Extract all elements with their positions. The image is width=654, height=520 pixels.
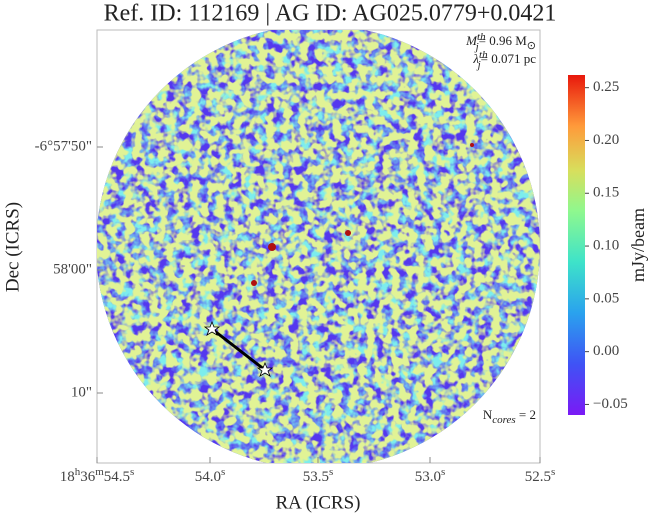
image [97, 30, 540, 463]
colorbar-tick-label: 0.15 [593, 185, 619, 201]
subscript: cores [492, 414, 515, 426]
subscript: j [474, 41, 479, 53]
colorbar-tick-label: 0.25 [593, 79, 619, 95]
colorbar-tick-label: −0.05 [593, 396, 628, 412]
annotation: Ncores = 2 [483, 407, 536, 426]
colorbar-tick-label: 0.10 [593, 237, 619, 253]
title: Ref. ID: 112169 | AG ID: AG025.0779+0.04… [104, 1, 557, 27]
tick-unit: s [130, 466, 134, 478]
tick-unit: s [221, 466, 225, 478]
x-axis-label: RA (ICRS) [276, 492, 361, 513]
tick-number: 18 [60, 469, 75, 485]
annotation: Mth j= 0.96 M⊙ [465, 31, 536, 53]
tick-unit: s [551, 466, 555, 478]
annotation: λth j= 0.071 pc [472, 49, 536, 71]
tick-number: 54.5 [104, 469, 130, 485]
x-tick-label: 54.0s [195, 466, 226, 486]
tick-number: 53.5 [303, 469, 329, 485]
colorbar [568, 75, 585, 415]
core-link [203, 320, 274, 377]
tick-unit: m [95, 466, 104, 478]
annotation-text: = 0.96 M [479, 33, 528, 48]
subscript: j [476, 59, 481, 71]
colorbar-tick-label: 0.20 [593, 132, 619, 148]
y-axis-label: Dec (ICRS) [2, 202, 23, 292]
symbol: λ [472, 51, 479, 66]
y-tick-label: -6°57'50" [35, 138, 92, 154]
superscript: th [479, 49, 488, 61]
tick-number: 52.5 [525, 469, 551, 485]
tick-number: 36 [80, 469, 96, 485]
symbol: M [465, 33, 478, 48]
y-tick-label: 58'00" [53, 261, 92, 277]
tick-unit: s [329, 466, 333, 478]
tick-unit: s [441, 466, 445, 478]
x-tick-label: 53.5s [303, 466, 334, 486]
tick-unit: h [75, 466, 81, 478]
x-tick-label: 52.5s [525, 466, 556, 486]
annotation-text: = 2 [516, 407, 536, 422]
unit-subscript: ⊙ [527, 40, 536, 52]
symbol: N [483, 407, 493, 422]
x-tick-label: 53.0s [415, 466, 446, 486]
superscript: th [477, 31, 486, 43]
tick-number: 53.0 [415, 469, 441, 485]
colorbar-tick-label: 0.00 [593, 343, 619, 359]
tick-number: 54.0 [195, 469, 221, 485]
x-tick-label: 18h36m54.5s [60, 466, 135, 486]
colorbar-tick-label: 0.05 [593, 290, 619, 306]
colorbar-label: mJy/beam [628, 208, 648, 282]
annotation-text: = 0.071 pc [481, 51, 537, 66]
y-tick-label: 10" [71, 384, 92, 400]
